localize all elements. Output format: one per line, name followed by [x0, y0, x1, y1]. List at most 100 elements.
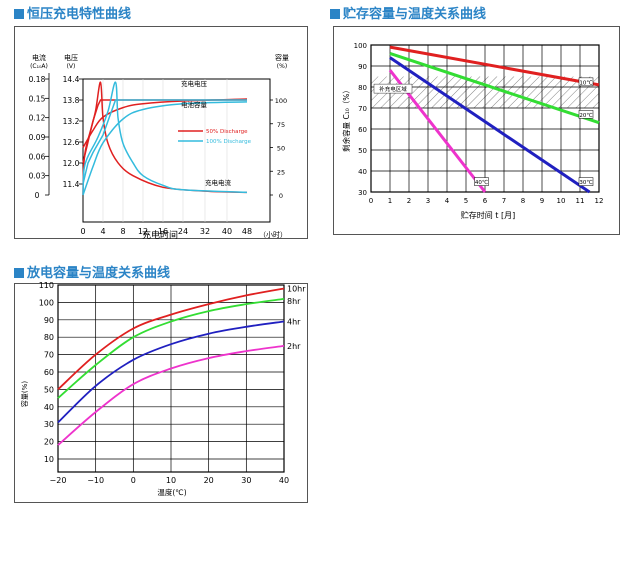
current-axis-unit: (C₁₀A)	[30, 63, 48, 70]
x-tick-label: 1	[388, 197, 392, 205]
y-tick-label: 90	[44, 316, 54, 325]
current-tick-label: 0	[35, 191, 40, 200]
voltage-curve-100pct	[82, 99, 247, 185]
current-tick-label: 0.09	[29, 133, 46, 142]
capacity-tick-label: 0	[279, 192, 283, 200]
x-tick-label: 0	[80, 227, 85, 236]
x-tick-label: −10	[87, 476, 104, 485]
x-axis-title: 充电时间	[142, 229, 178, 241]
plot-frame	[57, 284, 285, 473]
series-label: 2hr	[287, 342, 301, 351]
storage-line-30℃	[389, 56, 591, 194]
y-tick-label: 40	[44, 403, 54, 412]
legend-label: 50% Discharge	[206, 129, 248, 135]
voltage-tick-label: 11.4	[63, 180, 80, 189]
x-tick-label: 16	[158, 227, 168, 236]
capacity-curve-50pct	[82, 98, 248, 148]
series-label: 10hr	[287, 284, 306, 293]
y-tick-label: 80	[358, 84, 367, 92]
discharge-title-text: 放电容量与温度关系曲线	[27, 266, 171, 281]
current-tick-label: 0.06	[29, 152, 46, 161]
x-tick-label: 30	[241, 476, 251, 485]
current-curve-100pct	[82, 81, 248, 196]
voltage-tick-label: 12.0	[63, 159, 80, 168]
x-tick-label: 9	[540, 197, 544, 205]
current-axis-title: 电流	[32, 53, 46, 62]
storage-chart-panel: 100 90 80 70 60 50 40 30 0 1 2 3 4 5 6 7 8 9 10 11 12 10℃ 20℃ 3…	[333, 26, 620, 235]
legend-label: 100% Discharge	[206, 139, 252, 145]
discharge-curve-8hr	[57, 298, 285, 399]
storage-section-title: 贮存容量与温度关系曲线	[330, 3, 486, 22]
x-tick-label: 4	[445, 197, 450, 205]
series-label: 30℃	[579, 179, 592, 186]
x-tick-label: 3	[426, 197, 430, 205]
voltage-tick-label: 13.2	[63, 117, 80, 126]
discharge-curve-10hr	[57, 287, 285, 391]
x-tick-label: 5	[464, 197, 468, 205]
x-tick-label: 24	[178, 227, 188, 236]
x-tick-label: 2	[407, 197, 411, 205]
storage-title-text: 贮存容量与温度关系曲线	[343, 7, 487, 22]
current-tick-label: 0.15	[29, 94, 46, 103]
x-tick-label: 8	[521, 197, 525, 205]
y-axis-title: 剩余容量 C₁₀（%）	[341, 86, 351, 152]
y-tick-label: 100	[354, 42, 367, 50]
annotation-battery-capacity: 电池容量	[181, 100, 208, 109]
discharge-section-title: 放电容量与温度关系曲线	[14, 262, 170, 281]
series-label-box	[578, 77, 594, 87]
y-tick-label: 80	[44, 333, 54, 342]
y-tick-label: 70	[44, 351, 54, 360]
charge-chart-panel: 0 4 8 12 16 24 32 40 48 充电时间 （小时） 电流 (C₁₀A) 0.18 0.15 0…	[14, 26, 308, 241]
series-label-box	[578, 177, 594, 186]
series-label: 40℃	[475, 179, 488, 186]
storage-line-10℃	[389, 45, 600, 87]
x-tick-label: 7	[502, 197, 506, 205]
series-label: 8hr	[287, 297, 301, 306]
capacity-tick-label: 75	[277, 121, 285, 129]
series-label: 10℃	[579, 79, 592, 86]
x-tick-label: 4	[100, 227, 105, 236]
bullet-square-icon	[14, 268, 24, 278]
capacity-tick-label: 25	[277, 168, 285, 176]
voltage-tick-label: 14.4	[63, 75, 80, 84]
voltage-axis-title: 电压	[64, 53, 78, 62]
x-axis-unit: （小时）	[259, 230, 287, 239]
capacity-axis-unit: (%)	[277, 63, 287, 70]
x-tick-label: 0	[131, 476, 136, 485]
y-tick-label: 90	[358, 63, 367, 71]
capacity-tick-label: 50	[277, 145, 285, 153]
x-axis-title: 温度(℃)	[157, 487, 186, 497]
x-tick-label: 20	[204, 476, 214, 485]
x-tick-label: 11	[576, 197, 585, 205]
storage-line-20℃	[389, 51, 600, 125]
discharge-chart-panel: 110 100 90 80 70 60 50 40 30 20 10 −20 −10 0 10 20 30 40 1…	[14, 281, 308, 503]
current-tick-label: 0.12	[29, 114, 46, 123]
capacity-curve-100pct	[82, 101, 248, 196]
band-label-box	[373, 83, 413, 94]
plot-frame	[82, 78, 271, 223]
x-tick-label: 40	[222, 227, 232, 236]
voltage-tick-label: 13.8	[63, 96, 80, 105]
y-tick-label: 70	[358, 105, 367, 113]
annotation-charge-current: 充电电流	[205, 178, 232, 187]
x-tick-label: 10	[557, 197, 566, 205]
y-tick-label: 40	[358, 168, 367, 176]
series-label: 4hr	[287, 318, 301, 327]
y-tick-label: 110	[39, 281, 54, 290]
x-tick-label: 12	[138, 227, 148, 236]
y-tick-label: 30	[358, 189, 367, 197]
y-tick-label: 50	[358, 147, 367, 155]
x-tick-label: 8	[120, 227, 125, 236]
current-tick-label: 0.03	[29, 172, 46, 181]
y-tick-label: 20	[44, 438, 54, 447]
discharge-curve-2hr	[57, 345, 285, 446]
discharge-chart: 110 100 90 80 70 60 50 40 30 20 10 −20 −10 0 10 20 30 40 1…	[20, 281, 306, 497]
x-tick-label: 12	[595, 197, 604, 205]
charge-section-title: 恒压充电特性曲线	[14, 3, 131, 22]
bullet-square-icon	[14, 9, 24, 19]
voltage-axis-unit: (V)	[67, 63, 76, 70]
x-tick-label: 10	[166, 476, 176, 485]
x-tick-label: 40	[279, 476, 289, 485]
